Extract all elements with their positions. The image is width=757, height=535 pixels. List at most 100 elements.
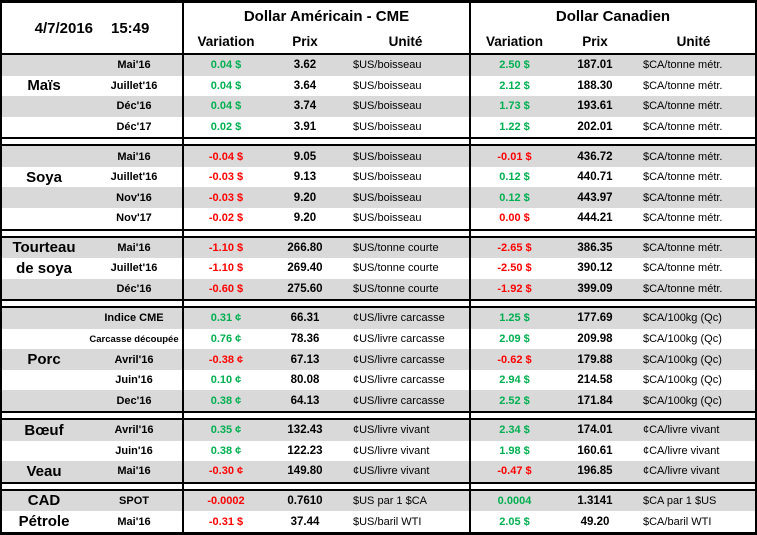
ca-unit-cell[interactable]: $CA/100kg (Qc) — [643, 394, 722, 407]
ca-price-cell[interactable]: 177.69 — [577, 312, 613, 325]
us-variation-cell[interactable]: -0.30 ¢ — [182, 461, 268, 482]
ca-price-cell[interactable]: 179.88 — [577, 353, 613, 366]
ca-unit-cell[interactable]: ¢CA/livre vivant — [643, 465, 720, 478]
ca-unit-cell[interactable]: $CA par 1 $US — [643, 494, 717, 507]
us-variation-cell[interactable]: -0.31 $ — [182, 511, 268, 532]
us-price-cell[interactable]: 266.80 — [287, 241, 323, 254]
report-datetime[interactable]: 4/7/2016 15:49 — [2, 3, 182, 53]
category-cell[interactable] — [2, 187, 86, 208]
ca-dollar-section-title[interactable]: Dollar Canadien — [469, 3, 755, 30]
us-price-cell[interactable]: 132.43 — [287, 424, 323, 437]
us-price-cell[interactable]: 9.20 — [293, 191, 317, 204]
ca-price-cell[interactable]: 49.20 — [580, 515, 610, 528]
ca-variation-cell[interactable]: 0.0004 — [469, 490, 558, 512]
us-unit-cell[interactable]: $US/boisseau — [353, 191, 422, 204]
us-variation-cell[interactable]: 0.38 ¢ — [182, 390, 268, 411]
ca-variation-cell[interactable]: 2.34 $ — [469, 420, 558, 441]
month-cell[interactable]: Mai'16 — [117, 241, 151, 254]
category-cell[interactable]: Veau — [26, 462, 62, 480]
ca-price-cell[interactable]: 214.58 — [577, 374, 613, 387]
us-price-cell[interactable]: 275.60 — [287, 282, 323, 295]
ca-variation-cell[interactable]: 1.73 $ — [469, 96, 558, 117]
us-variation-cell[interactable]: -0.03 $ — [182, 166, 268, 188]
category-cell[interactable] — [2, 55, 86, 76]
month-cell[interactable]: Mai'16 — [117, 515, 151, 528]
ca-variation-cell[interactable]: 2.05 $ — [469, 511, 558, 532]
us-price-cell[interactable]: 37.44 — [290, 515, 320, 528]
category-cell[interactable] — [2, 329, 86, 350]
ca-price-cell[interactable]: 1.3141 — [577, 494, 613, 507]
month-cell[interactable]: Avril'16 — [114, 424, 154, 437]
us-price-cell[interactable]: 149.80 — [287, 465, 323, 478]
us-price-cell[interactable]: 78.36 — [290, 333, 320, 346]
ca-unit-cell[interactable]: $CA/tonne métr. — [643, 241, 723, 254]
us-price-cell[interactable]: 9.05 — [293, 150, 317, 163]
us-price-cell[interactable]: 66.31 — [290, 312, 320, 325]
category-cell[interactable]: Maïs — [27, 77, 61, 95]
us-dollar-section-title[interactable]: Dollar Américain - CME — [182, 3, 469, 30]
ca-unit-cell[interactable]: $CA/tonne métr. — [643, 120, 723, 133]
ca-variation-cell[interactable]: 2.12 $ — [469, 75, 558, 97]
ca-variation-cell[interactable]: 1.98 $ — [469, 440, 558, 462]
us-unit-cell[interactable]: ¢US/livre carcasse — [353, 394, 445, 407]
category-cell[interactable] — [2, 390, 86, 411]
ca-price-cell[interactable]: 390.12 — [577, 262, 613, 275]
ca-price-cell[interactable]: 171.84 — [577, 394, 613, 407]
month-cell[interactable]: Nov'16 — [116, 191, 152, 204]
month-cell[interactable]: Déc'16 — [116, 282, 152, 295]
ca-variation-cell[interactable]: -2.65 $ — [469, 237, 558, 259]
ca-unit-cell[interactable]: $CA/tonne métr. — [643, 191, 723, 204]
month-cell[interactable]: Mai'16 — [117, 59, 151, 72]
ca-variation-cell[interactable]: 1.22 $ — [469, 116, 558, 138]
ca-price-cell[interactable]: 399.09 — [577, 282, 613, 295]
us-unit-cell[interactable]: ¢US/livre carcasse — [353, 374, 445, 387]
us-variation-cell[interactable]: 0.76 ¢ — [182, 328, 268, 350]
ca-unit-cell[interactable]: $CA/tonne métr. — [643, 59, 723, 72]
ca-unit-cell[interactable]: $CA/100kg (Qc) — [643, 353, 722, 366]
month-cell[interactable]: Juillet'16 — [110, 171, 158, 184]
ca-variation-cell[interactable]: 2.50 $ — [469, 55, 558, 76]
ca-variation-cell[interactable]: -2.50 $ — [469, 258, 558, 279]
ca-unit-cell[interactable]: $CA/tonne métr. — [643, 282, 723, 295]
ca-variation-cell[interactable]: -1.92 $ — [469, 278, 558, 300]
us-unit-cell[interactable]: $US/tonne courte — [353, 241, 439, 254]
us-unit-cell[interactable]: ¢US/livre vivant — [353, 444, 430, 457]
us-variation-cell[interactable]: 0.04 $ — [182, 96, 268, 117]
us-unit-cell[interactable]: $US/boisseau — [353, 100, 422, 113]
ca-variation-cell[interactable]: 0.12 $ — [469, 166, 558, 188]
us-price-cell[interactable]: 122.23 — [287, 444, 323, 457]
ca-unit-cell[interactable]: $CA/tonne métr. — [643, 79, 723, 92]
ca-variation-cell[interactable]: 2.52 $ — [469, 390, 558, 411]
ca-unite-column-header[interactable]: Unité — [676, 34, 711, 49]
us-variation-cell[interactable]: 0.31 ¢ — [182, 308, 268, 329]
category-cell[interactable]: Pétrole — [18, 513, 70, 531]
us-price-cell[interactable]: 0.7610 — [287, 494, 323, 507]
us-unit-cell[interactable]: ¢US/livre carcasse — [353, 312, 445, 325]
category-cell[interactable] — [2, 146, 86, 167]
category-cell[interactable] — [2, 208, 86, 229]
us-variation-cell[interactable]: -0.04 $ — [182, 146, 268, 167]
month-cell[interactable]: Juin'16 — [115, 444, 153, 457]
category-cell[interactable] — [2, 308, 86, 329]
ca-price-cell[interactable]: 160.61 — [577, 444, 613, 457]
us-price-cell[interactable]: 269.40 — [287, 262, 323, 275]
us-unit-cell[interactable]: ¢US/livre vivant — [353, 465, 430, 478]
ca-variation-cell[interactable]: 0.12 $ — [469, 187, 558, 208]
month-cell[interactable]: Mai'16 — [117, 150, 151, 163]
us-unit-cell[interactable]: $US/tonne courte — [353, 262, 439, 275]
ca-unit-cell[interactable]: $CA/100kg (Qc) — [643, 333, 722, 346]
us-unit-cell[interactable]: $US/boisseau — [353, 79, 422, 92]
ca-price-cell[interactable]: 436.72 — [577, 150, 613, 163]
us-unit-cell[interactable]: $US/boisseau — [353, 120, 422, 133]
us-unit-cell[interactable]: $US/boisseau — [353, 171, 422, 184]
ca-prix-column-header[interactable]: Prix — [582, 34, 608, 49]
ca-price-cell[interactable]: 202.01 — [577, 120, 613, 133]
month-cell[interactable]: Juillet'16 — [110, 262, 158, 275]
ca-price-cell[interactable]: 444.21 — [577, 212, 613, 225]
us-variation-cell[interactable]: -0.03 $ — [182, 187, 268, 208]
month-cell[interactable]: Mai'16 — [117, 465, 151, 478]
category-cell[interactable]: Porc — [27, 351, 61, 369]
month-cell[interactable]: Juin'16 — [115, 374, 153, 387]
category-cell[interactable]: Soya — [26, 168, 62, 186]
us-price-cell[interactable]: 64.13 — [290, 394, 320, 407]
